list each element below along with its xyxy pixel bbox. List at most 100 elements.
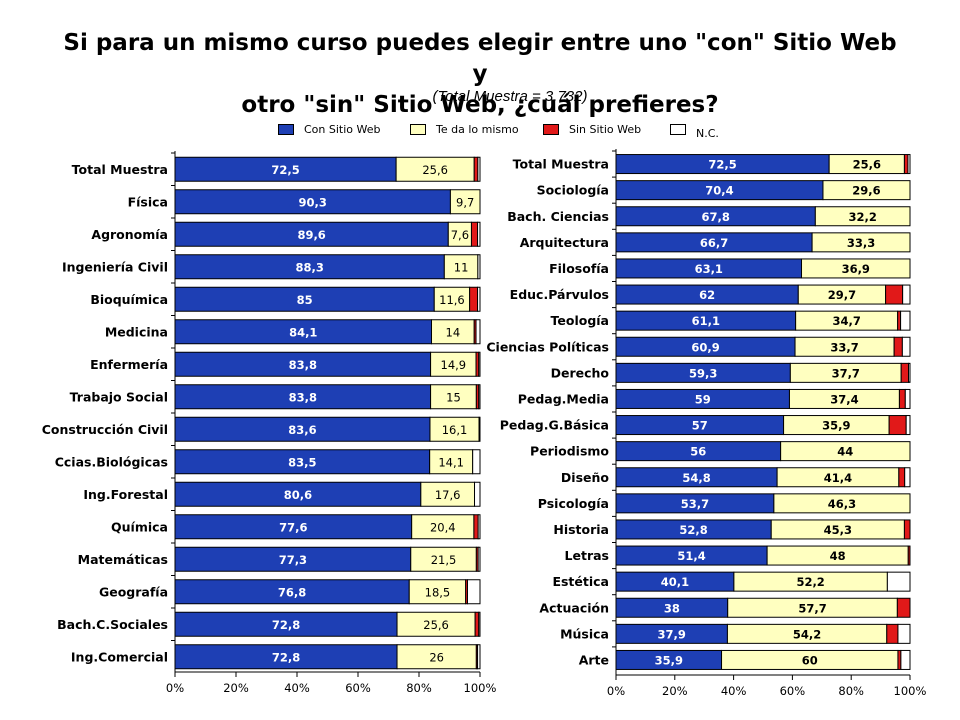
bar-row-total-muestra: Total Muestra 72,5 25,6	[513, 154, 911, 175]
value-label-con-sitio-web: 90,3	[299, 195, 327, 209]
bar-segment-nc	[900, 649, 911, 670]
bar-row-medicina: Medicina 84,1 14	[105, 319, 481, 345]
bar-row-matematicas: Matemáticas 77,3 21,5	[78, 546, 481, 572]
value-label-con-sitio-web: 59,3	[689, 366, 717, 380]
bar-row-pedag-media: Pedag.Media 59 37,4	[518, 388, 911, 409]
bar-row-derecho: Derecho 59,3 37,7	[551, 362, 911, 383]
bar-segment-nc	[477, 221, 481, 247]
legend-swatch-sin-sitio-web	[543, 124, 559, 135]
bar-segment-nc	[897, 623, 911, 644]
bar-row-fisica: Física 90,3 9,7	[128, 189, 481, 215]
category-label: Matemáticas	[78, 552, 168, 567]
value-label-con-sitio-web: 72,5	[271, 163, 299, 177]
value-label-te-da-lo-mismo: 45,3	[824, 523, 852, 537]
category-label: Diseño	[561, 470, 609, 485]
bar-segment-nc	[478, 416, 481, 442]
bar-segment-te-da-lo-mismo	[395, 156, 475, 182]
x-tick-label: 60%	[345, 681, 371, 695]
category-label: Pedag.G.Básica	[500, 418, 609, 433]
bar-row-total-muestra: Total Muestra 72,5 25,6	[72, 156, 481, 182]
value-label-con-sitio-web: 83,8	[289, 358, 317, 372]
legend-label-sin-sitio-web: Sin Sitio Web	[569, 123, 642, 136]
bar-segment-sin-sitio-web	[886, 623, 899, 644]
value-label-te-da-lo-mismo: 34,7	[832, 314, 860, 328]
bar-segment-nc	[886, 571, 911, 592]
category-label: Periodismo	[530, 444, 609, 459]
bar-segment-nc	[474, 481, 481, 507]
value-label-con-sitio-web: 35,9	[655, 653, 683, 667]
x-tick-label: 100%	[894, 684, 927, 698]
category-label: Arte	[579, 652, 609, 667]
bar-segment-nc	[478, 611, 481, 637]
value-label-te-da-lo-mismo: 44	[837, 445, 853, 459]
category-label: Ing.Forestal	[83, 487, 168, 502]
value-label-con-sitio-web: 53,7	[681, 497, 709, 511]
bar-segment-nc	[477, 286, 481, 312]
value-label-te-da-lo-mismo: 29,6	[852, 184, 880, 198]
value-label-con-sitio-web: 85	[297, 293, 313, 307]
legend-label-con-sitio-web: Con Sitio Web	[304, 123, 381, 136]
bar-segment-con-sitio-web	[174, 319, 433, 345]
bar-segment-te-da-lo-mismo	[420, 481, 476, 507]
value-label-con-sitio-web: 54,8	[682, 471, 710, 485]
category-label: Medicina	[105, 324, 168, 339]
value-label-te-da-lo-mismo: 41,4	[824, 471, 852, 485]
bar-row-bioquimica: Bioquímica 85 11,6	[90, 286, 481, 312]
value-label-con-sitio-web: 83,6	[288, 423, 316, 437]
value-label-con-sitio-web: 40,1	[661, 575, 689, 589]
value-label-te-da-lo-mismo: 25,6	[422, 163, 448, 177]
bar-segment-te-da-lo-mismo	[410, 546, 477, 572]
category-label: Educ.Párvulos	[510, 287, 609, 302]
value-label-con-sitio-web: 66,7	[700, 236, 728, 250]
value-label-te-da-lo-mismo: 17,6	[435, 488, 461, 502]
bar-segment-sin-sitio-web	[885, 284, 904, 305]
value-label-con-sitio-web: 89,6	[297, 228, 325, 242]
value-label-te-da-lo-mismo: 32,2	[848, 210, 876, 224]
category-label: Ingeniería Civil	[62, 259, 168, 274]
bar-segment-con-sitio-web	[174, 611, 398, 637]
x-tick-label: 0%	[166, 681, 184, 695]
bar-segment-te-da-lo-mismo	[433, 286, 471, 312]
value-label-con-sitio-web: 57	[692, 419, 708, 433]
category-label: Pedag.Media	[518, 391, 609, 406]
bar-row-bach-ciencias: Bach. Ciencias 67,8 32,2	[507, 206, 911, 227]
bar-segment-nc	[904, 388, 911, 409]
bar-segment-te-da-lo-mismo	[801, 258, 911, 279]
bar-segment-nc	[900, 310, 911, 331]
value-label-te-da-lo-mismo: 14,9	[441, 358, 467, 372]
bar-segment-te-da-lo-mismo	[449, 189, 481, 215]
category-label: Derecho	[551, 365, 610, 380]
value-label-con-sitio-web: 52,8	[679, 523, 707, 537]
bar-segment-te-da-lo-mismo	[430, 384, 477, 410]
category-label: Trabajo Social	[70, 389, 168, 404]
value-label-con-sitio-web: 70,4	[705, 184, 733, 198]
value-label-con-sitio-web: 56	[690, 445, 706, 459]
value-label-con-sitio-web: 83,8	[289, 390, 317, 404]
bar-segment-sin-sitio-web	[898, 388, 906, 409]
value-label-te-da-lo-mismo: 25,6	[853, 158, 881, 172]
category-label: Agronomía	[91, 227, 168, 242]
value-label-con-sitio-web: 37,9	[658, 627, 686, 641]
bar-segment-nc	[478, 351, 481, 377]
value-label-te-da-lo-mismo: 18,5	[425, 585, 451, 599]
bar-row-ing-comercial: Ing.Comercial 72,8 26	[71, 644, 481, 670]
bar-segment-sin-sitio-web	[900, 362, 910, 383]
bar-row-bach-c-sociales: Bach.C.Sociales 72,8 25,6	[57, 611, 481, 637]
bar-row-periodismo: Periodismo 56 44	[530, 441, 911, 462]
x-tick-label: 20%	[223, 681, 249, 695]
x-tick-label: 60%	[780, 684, 806, 698]
bar-segment-sin-sitio-web	[898, 467, 906, 488]
x-tick-label: 0%	[607, 684, 625, 698]
chart-subtitle: (Total Muestra = 3.732)	[432, 88, 588, 105]
category-label: Música	[560, 626, 609, 641]
bar-segment-te-da-lo-mismo	[443, 254, 479, 280]
value-label-con-sitio-web: 67,8	[701, 210, 729, 224]
bar-row-pedag-g-basica: Pedag.G.Básica 57 35,9	[500, 415, 911, 436]
value-label-te-da-lo-mismo: 52,2	[796, 575, 824, 589]
bar-segment-nc	[477, 514, 481, 540]
category-label: Ing.Comercial	[71, 649, 168, 664]
value-label-te-da-lo-mismo: 26	[429, 650, 444, 664]
chart-title-line1: Si para un mismo curso puedes elegir ent…	[63, 30, 897, 87]
